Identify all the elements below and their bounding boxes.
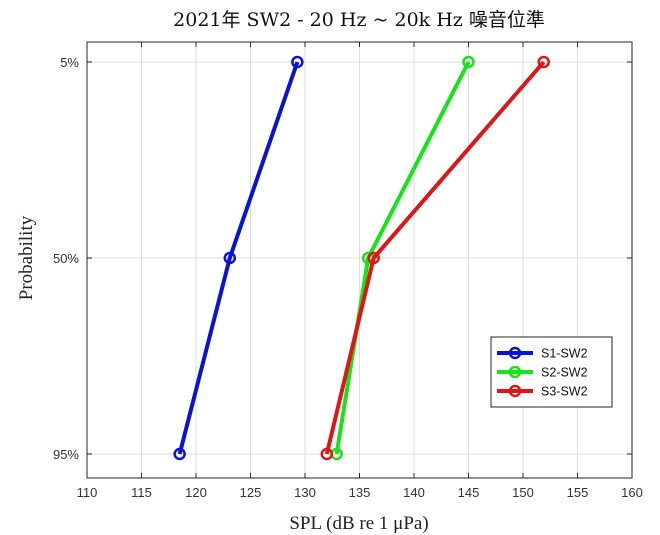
x-tick-label: 150 xyxy=(512,485,534,500)
x-tick-label: 120 xyxy=(185,485,207,500)
x-tick-label: 125 xyxy=(240,485,262,500)
x-axis-label: SPL (dB re 1 μPa) xyxy=(289,513,428,534)
x-tick-label: 160 xyxy=(621,485,643,500)
y-tick-label: 50% xyxy=(53,251,79,266)
chart-title: 2021年 SW2 - 20 Hz ~ 20k Hz 噪音位準 xyxy=(173,9,545,31)
x-tick-label: 135 xyxy=(349,485,371,500)
x-tick-label: 145 xyxy=(458,485,480,500)
data-point xyxy=(367,251,380,265)
x-tick-label: 140 xyxy=(403,485,425,500)
y-tick-label: 5% xyxy=(60,55,79,70)
data-point xyxy=(320,447,334,461)
series-line-s3-sw2 xyxy=(324,60,546,455)
data-point xyxy=(173,447,186,461)
series-layer xyxy=(173,55,550,461)
data-point xyxy=(537,55,550,69)
legend-swatch-marker xyxy=(508,346,522,360)
data-point xyxy=(291,55,304,69)
legend-swatch-marker xyxy=(508,384,522,398)
y-tick-label: 95% xyxy=(53,447,79,462)
x-tick-label: 115 xyxy=(131,485,152,500)
x-tick-label: 110 xyxy=(77,485,98,500)
legend-label: S3-SW2 xyxy=(541,385,588,399)
data-point xyxy=(462,55,475,69)
x-tick-label: 155 xyxy=(567,485,589,500)
legend-label: S1-SW2 xyxy=(541,347,588,361)
legend-label: S2-SW2 xyxy=(541,366,588,380)
series-line-s1-sw2 xyxy=(177,61,300,455)
data-point xyxy=(223,251,237,265)
y-axis-label: Probability xyxy=(16,215,37,300)
grid xyxy=(87,42,632,478)
x-axis-ticks: 110 115 120 125 130 135 140 145 150 155 160 xyxy=(77,42,643,500)
x-tick-label: 130 xyxy=(294,485,316,500)
legend-swatch-marker xyxy=(508,365,522,379)
y-axis-ticks: 5% 50% 95% xyxy=(53,55,632,462)
legend: S1-SW2 S2-SW2 S3-SW2 xyxy=(490,336,613,408)
